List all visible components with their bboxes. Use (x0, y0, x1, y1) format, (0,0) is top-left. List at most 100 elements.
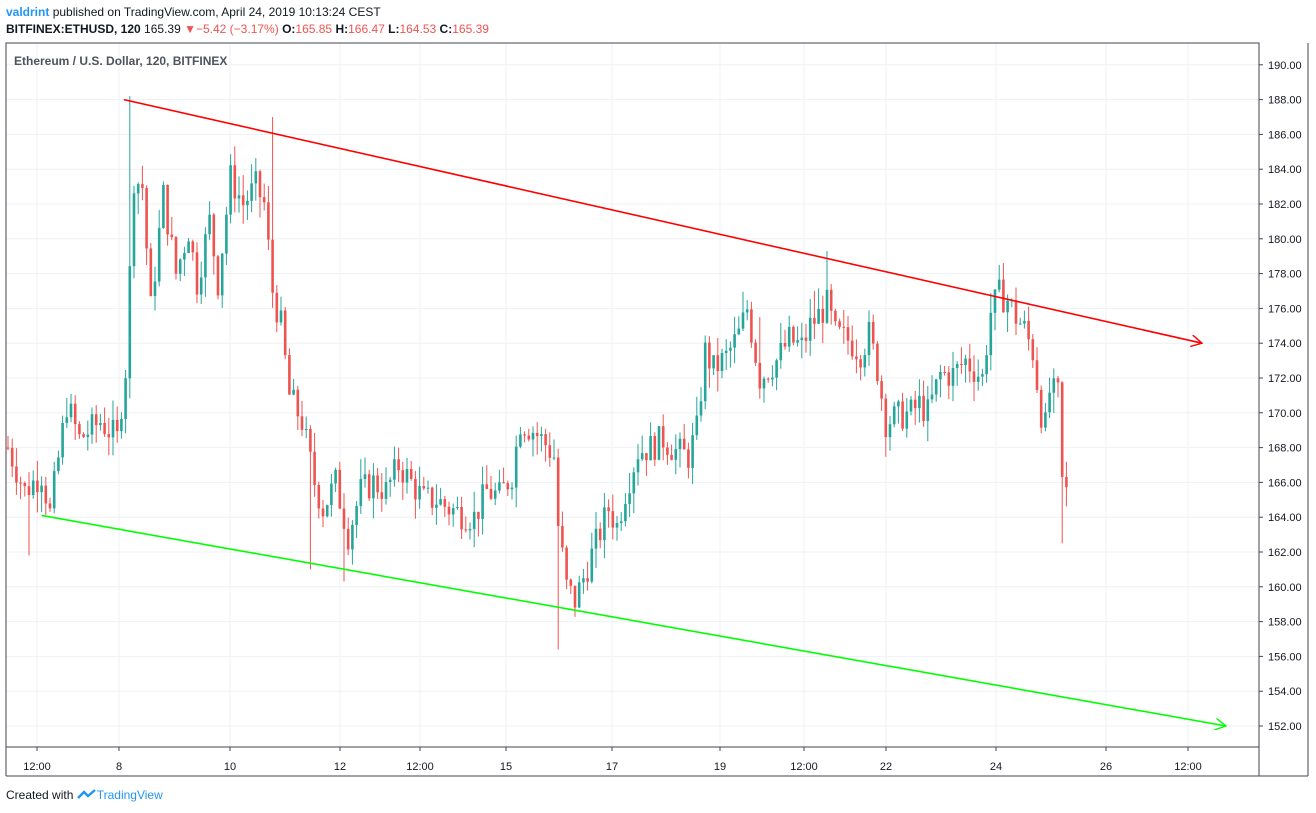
candle (103, 407, 106, 437)
candle (338, 461, 342, 510)
candle (678, 432, 682, 468)
candle (220, 253, 224, 308)
candle (745, 300, 749, 321)
candle (666, 442, 669, 465)
candle (804, 323, 808, 353)
candle (955, 361, 959, 386)
author-link[interactable]: valdrint (6, 5, 50, 19)
candle (468, 522, 472, 540)
candle (968, 343, 972, 383)
candle (279, 296, 283, 326)
candle (619, 511, 623, 532)
candle (934, 378, 938, 402)
candle (439, 487, 442, 506)
candle (582, 568, 585, 594)
price-tick-label: 156.00 (1268, 651, 1302, 663)
candle (128, 96, 132, 399)
candle (943, 365, 946, 376)
price-tick-label: 182.00 (1268, 199, 1302, 211)
candle (699, 387, 703, 422)
candle (141, 165, 144, 201)
time-tick-label: 12:00 (406, 761, 434, 773)
candle (73, 395, 77, 440)
candle (430, 486, 434, 516)
candle (233, 146, 237, 213)
trendlines (41, 98, 1226, 726)
candle (6, 435, 10, 451)
candle (212, 212, 216, 275)
candle (195, 242, 199, 304)
resistance-trendline[interactable] (123, 98, 1202, 344)
candle (632, 467, 636, 514)
candle (905, 398, 909, 438)
price-tick-label: 186.00 (1268, 129, 1302, 141)
candle (981, 368, 984, 386)
support-trendline[interactable] (41, 514, 1226, 726)
price-axis[interactable]: 152.00 154.00 156.00 158.00 160.00 162.00 164.… (1259, 60, 1302, 733)
candle (275, 285, 279, 333)
candle (775, 358, 778, 391)
candle (1048, 377, 1051, 419)
candle (695, 396, 699, 440)
candle (199, 261, 203, 304)
candle (393, 446, 396, 487)
candle (640, 435, 644, 462)
candle (36, 460, 39, 513)
publish-header: valdrint published on TradingView.com, A… (6, 4, 381, 20)
candle (10, 438, 14, 478)
candle (351, 520, 354, 565)
candle (514, 435, 518, 508)
candle (913, 390, 917, 425)
footer: Created with TradingView (6, 787, 163, 803)
candle (82, 432, 85, 438)
candle (145, 185, 148, 266)
candle (267, 185, 270, 251)
candle (792, 325, 795, 346)
candle (779, 323, 783, 369)
candle (40, 476, 43, 513)
time-axis[interactable]: 12:00 8 10 12 12:00 15 17 19 12:00 22 24 26 12:00 (23, 747, 1202, 773)
candle (573, 585, 577, 617)
candle (451, 503, 455, 527)
candle (985, 344, 988, 383)
time-tick-label: 22 (880, 761, 892, 773)
candle (838, 318, 841, 330)
candle (325, 504, 329, 518)
candle (720, 348, 724, 379)
candle (1044, 403, 1047, 432)
candle (930, 375, 934, 404)
candle (737, 316, 741, 336)
candle (535, 422, 539, 455)
candle (960, 347, 963, 374)
candle (90, 407, 94, 444)
candle (485, 465, 489, 490)
candle (762, 376, 766, 403)
candle (296, 385, 300, 431)
candle (1056, 375, 1060, 398)
candle (951, 351, 955, 402)
candle (842, 309, 846, 344)
candle (687, 442, 690, 479)
candle (1035, 347, 1039, 393)
candle (577, 575, 581, 609)
tradingview-link[interactable]: TradingView (96, 788, 163, 802)
candle (997, 264, 1001, 293)
candle (208, 201, 211, 240)
candle (304, 416, 308, 439)
price-tick-label: 170.00 (1268, 408, 1302, 420)
price-tick-label: 164.00 (1268, 512, 1302, 524)
candle (19, 476, 22, 500)
candle (1018, 317, 1022, 325)
time-tick-label: 12 (334, 761, 346, 773)
candle (292, 378, 295, 396)
candle (661, 414, 665, 461)
candle (859, 355, 862, 381)
candle (120, 412, 123, 439)
time-tick-label: 19 (714, 761, 726, 773)
candle (880, 375, 883, 411)
candle (115, 406, 119, 443)
candle (489, 476, 493, 501)
candle (405, 457, 409, 494)
candle (741, 291, 745, 332)
